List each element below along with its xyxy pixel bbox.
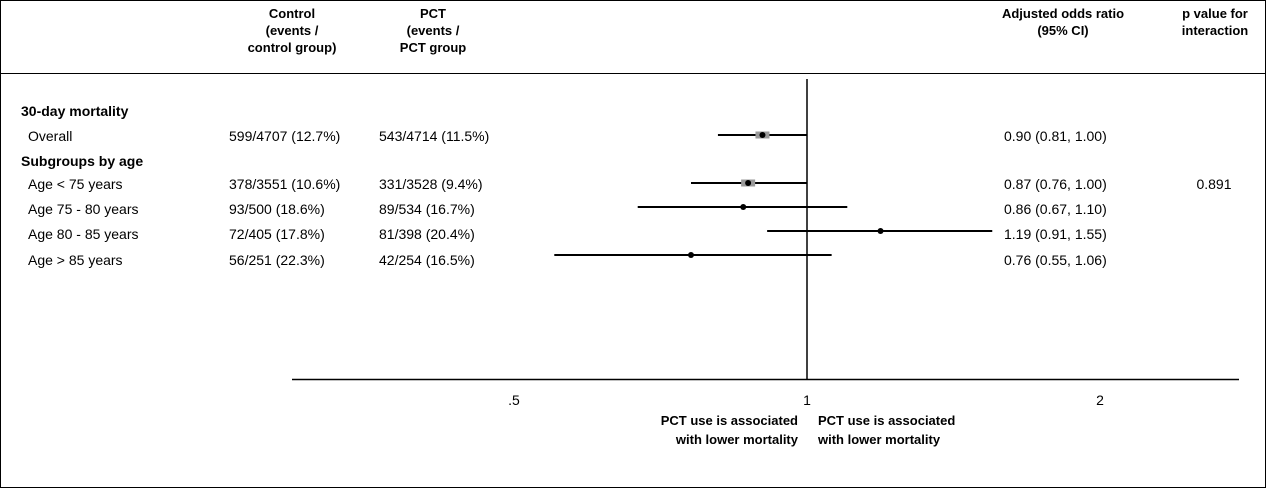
- row-pct-events: 42/254 (16.5%): [379, 252, 475, 268]
- caption-right-line-1: PCT use is associated: [818, 413, 955, 428]
- point-estimate: [687, 252, 694, 258]
- section-30-day-mortality: 30-day mortality: [21, 103, 129, 119]
- table-row: Age > 85 years 56/251 (22.3%) 42/254 (16…: [28, 252, 1107, 268]
- x-tick-label: 2: [1096, 392, 1104, 408]
- row-odds-ratio-text: 0.90 (0.81, 1.00): [1004, 128, 1107, 144]
- row-control-events: 56/251 (22.3%): [229, 252, 325, 268]
- header-control-line-3: control group): [248, 40, 337, 55]
- row-pct-events: 543/4714 (11.5%): [379, 128, 489, 144]
- table-row: Age < 75 years 378/3551 (10.6%) 331/3528…: [28, 176, 1232, 192]
- row-control-events: 378/3551 (10.6%): [229, 176, 340, 192]
- row-odds-ratio-text: 0.87 (0.76, 1.00): [1004, 176, 1107, 192]
- caption-right-line-2: with lower mortality: [817, 432, 941, 447]
- column-headers: Control (events / control group) PCT (ev…: [248, 6, 1249, 55]
- header-pct-line-3: PCT group: [400, 40, 466, 55]
- row-odds-ratio-text: 0.86 (0.67, 1.10): [1004, 201, 1107, 217]
- point-estimate: [877, 228, 884, 234]
- x-tick-label: .5: [508, 392, 520, 408]
- row-pct-events: 81/398 (20.4%): [379, 226, 475, 242]
- header-p-line-1: p value for: [1182, 6, 1248, 21]
- caption-left-line-1: PCT use is associated: [661, 413, 798, 428]
- row-odds-ratio-text: 1.19 (0.91, 1.55): [1004, 226, 1107, 242]
- x-tick-label: 1: [803, 392, 811, 408]
- row-control-events: 599/4707 (12.7%): [229, 128, 340, 144]
- header-or-line-2: (95% CI): [1037, 23, 1088, 38]
- table-row: Age 80 - 85 years 72/405 (17.8%) 81/398 …: [28, 226, 1107, 242]
- row-label: Overall: [28, 128, 72, 144]
- row-control-events: 72/405 (17.8%): [229, 226, 325, 242]
- header-or-line-1: Adjusted odds ratio: [1002, 6, 1124, 21]
- row-label: Age 80 - 85 years: [28, 226, 139, 242]
- header-control-line-2: (events /: [266, 23, 319, 38]
- row-pct-events: 331/3528 (9.4%): [379, 176, 483, 192]
- forest-rows: Overall 599/4707 (12.7%) 543/4714 (11.5%…: [28, 128, 1232, 268]
- row-odds-ratio-text: 0.76 (0.55, 1.06): [1004, 252, 1107, 268]
- x-axis-ticks: .5 1 2: [508, 392, 1104, 408]
- header-p-line-2: interaction: [1182, 23, 1249, 38]
- row-p-interaction: 0.891: [1196, 176, 1231, 192]
- caption-left-line-2: with lower mortality: [675, 432, 799, 447]
- point-estimate: [745, 180, 752, 186]
- header-pct-line-1: PCT: [420, 6, 446, 21]
- point-estimate: [740, 204, 747, 210]
- header-pct-line-2: (events /: [407, 23, 460, 38]
- row-label: Age < 75 years: [28, 176, 123, 192]
- table-row: Overall 599/4707 (12.7%) 543/4714 (11.5%…: [28, 128, 1107, 144]
- section-subgroups-by-age: Subgroups by age: [21, 153, 143, 169]
- header-control-line-1: Control: [269, 6, 315, 21]
- row-pct-events: 89/534 (16.7%): [379, 201, 475, 217]
- row-label: Age 75 - 80 years: [28, 201, 139, 217]
- table-row: Age 75 - 80 years 93/500 (18.6%) 89/534 …: [28, 201, 1107, 217]
- ci-markers: [554, 131, 993, 258]
- row-label: Age > 85 years: [28, 252, 123, 268]
- row-control-events: 93/500 (18.6%): [229, 201, 325, 217]
- point-estimate: [759, 132, 766, 138]
